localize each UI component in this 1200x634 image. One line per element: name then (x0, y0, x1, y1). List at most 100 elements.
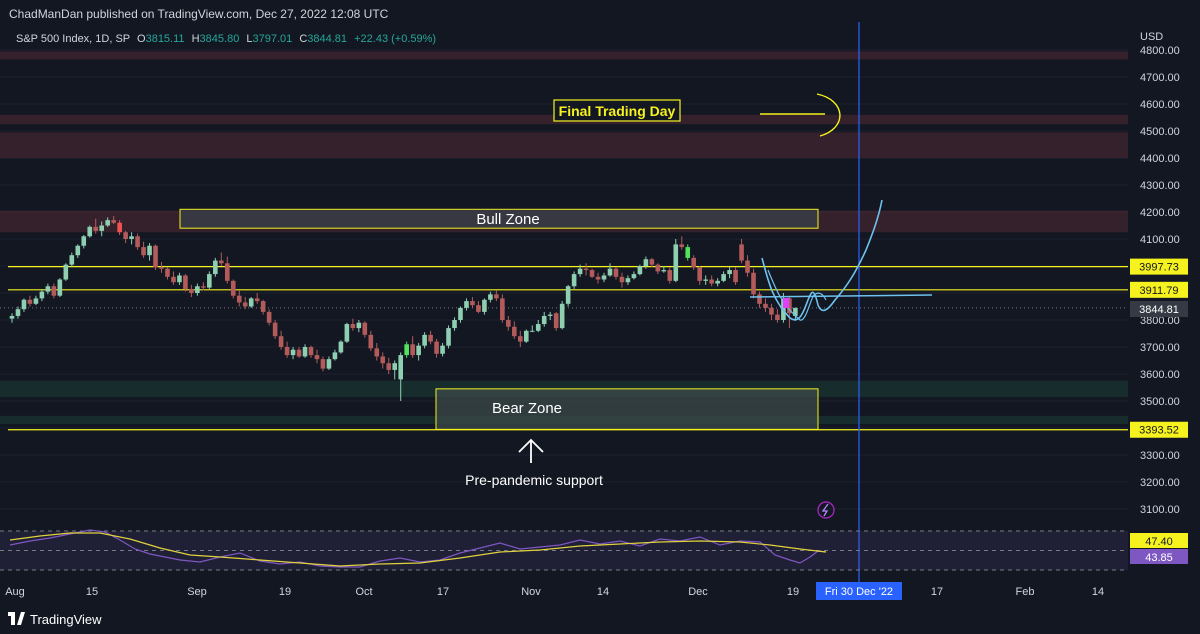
candle-body (9, 315, 15, 319)
candle-body (595, 276, 601, 280)
candle-body (93, 226, 99, 231)
candle-body (326, 359, 332, 369)
rsi-ma-line (9, 532, 827, 567)
candle-body (757, 294, 762, 304)
candle-body (171, 276, 176, 283)
candle-body (219, 260, 224, 264)
candle-body (15, 309, 21, 316)
candle-body (476, 305, 481, 312)
change-value: +22.43 (+0.59%) (354, 33, 436, 45)
candle-body (39, 291, 45, 299)
candle-body (721, 274, 726, 281)
price-axis[interactable]: USD 4800.004700.004600.004500.004400.004… (1128, 22, 1200, 612)
rsi-band (0, 531, 1128, 570)
time-axis[interactable]: Aug 15 Sep 19 Oct 17 Nov 14 Dec 19 17 Feb 14 Fri 30 … (5, 582, 1104, 600)
bear-zone-box[interactable] (435, 388, 819, 430)
candle-body (248, 298, 254, 307)
candle-body (619, 276, 625, 283)
price-tick-label: 4300.00 (1140, 180, 1180, 192)
candle-body (625, 278, 631, 283)
candle-body (643, 259, 649, 266)
candle-body (416, 345, 421, 356)
rsi-value-label: 43.85 (1145, 552, 1173, 564)
candle-body (410, 344, 415, 356)
candle-body (344, 324, 350, 342)
arc-bracket[interactable] (816, 93, 841, 137)
time-tick-label: Oct (355, 586, 372, 598)
publish-info: ChadManDan published on TradingView.com,… (9, 7, 389, 21)
candle-body (302, 347, 308, 357)
close-label: C (299, 33, 307, 45)
forecast-horizontal[interactable] (749, 294, 933, 298)
candle-body (727, 270, 732, 275)
bull-zone-box[interactable] (179, 208, 819, 229)
lightning-icon[interactable] (817, 501, 835, 519)
candle-body (111, 220, 116, 223)
candle-body (697, 267, 702, 281)
candle-body (673, 244, 679, 281)
time-tick-label: 17 (931, 586, 943, 598)
candle-body (733, 270, 738, 283)
price-line-badge (1130, 421, 1188, 438)
price-tick-label: 4400.00 (1140, 153, 1180, 165)
candle-body (284, 347, 290, 356)
candle-body (296, 349, 302, 357)
candle-body (661, 270, 667, 272)
candle-body (356, 322, 362, 329)
rsi-ma-badge (1130, 533, 1188, 548)
resistance-band (0, 132, 1128, 158)
final-trading-day-box[interactable] (553, 99, 681, 122)
final-trading-day-label: Final Trading Day (559, 103, 676, 119)
candle-body (452, 320, 457, 329)
candle-body (781, 298, 786, 320)
candle-body (45, 286, 51, 292)
price-tick-label: 3200.00 (1140, 477, 1180, 489)
price-tick-label: 4800.00 (1140, 45, 1180, 57)
candle-body (51, 286, 57, 296)
candle-body (541, 315, 547, 325)
ohlc-legend: S&P 500 Index, 1D, SP O3815.11 H3845.80 … (16, 33, 436, 45)
price-tick-label: 4200.00 (1140, 207, 1180, 219)
candle-body (559, 303, 565, 329)
candle-body (135, 236, 140, 248)
high-value: 3845.80 (200, 33, 240, 45)
candle-body (236, 295, 242, 303)
candle-body (320, 359, 326, 369)
candle-body (709, 279, 714, 284)
candle-body (69, 255, 75, 265)
price-tick-label: 4600.00 (1140, 99, 1180, 111)
candle-body (655, 264, 661, 272)
time-tick-label: Nov (521, 586, 541, 598)
rsi-line (9, 529, 827, 568)
candle-body (631, 274, 637, 279)
time-tick-label: Dec (688, 586, 708, 598)
candle-body (63, 264, 69, 280)
candle-body (751, 272, 756, 295)
high-label: H (192, 33, 200, 45)
bull-zone-label: Bull Zone (476, 211, 539, 228)
forecast-curve[interactable] (761, 199, 883, 321)
candle-body (637, 266, 643, 275)
lightning-icon-bolt (821, 503, 829, 517)
candle-body (177, 275, 182, 283)
open-label: O (137, 33, 146, 45)
candle-body (123, 232, 128, 239)
candle-body (362, 322, 368, 335)
price-line-value: 3393.52 (1139, 425, 1179, 437)
candle-body (314, 355, 320, 360)
time-tick-label: 17 (437, 586, 449, 598)
low-label: L (246, 33, 252, 45)
time-tick-label: 19 (279, 586, 291, 598)
time-axis-ticks: Aug 15 Sep 19 Oct 17 Nov 14 Dec 19 17 Feb 14 (5, 586, 1104, 598)
candle-body (27, 299, 33, 304)
candle-body (667, 270, 673, 281)
candle-body (763, 303, 768, 308)
candle-body (290, 349, 296, 356)
horizontal-price-lines (0, 266, 1128, 431)
last-price-badge (1130, 301, 1188, 317)
candle-body (147, 245, 152, 256)
candle-body (775, 314, 780, 320)
candle-body (745, 260, 750, 273)
candle-body (368, 334, 374, 349)
